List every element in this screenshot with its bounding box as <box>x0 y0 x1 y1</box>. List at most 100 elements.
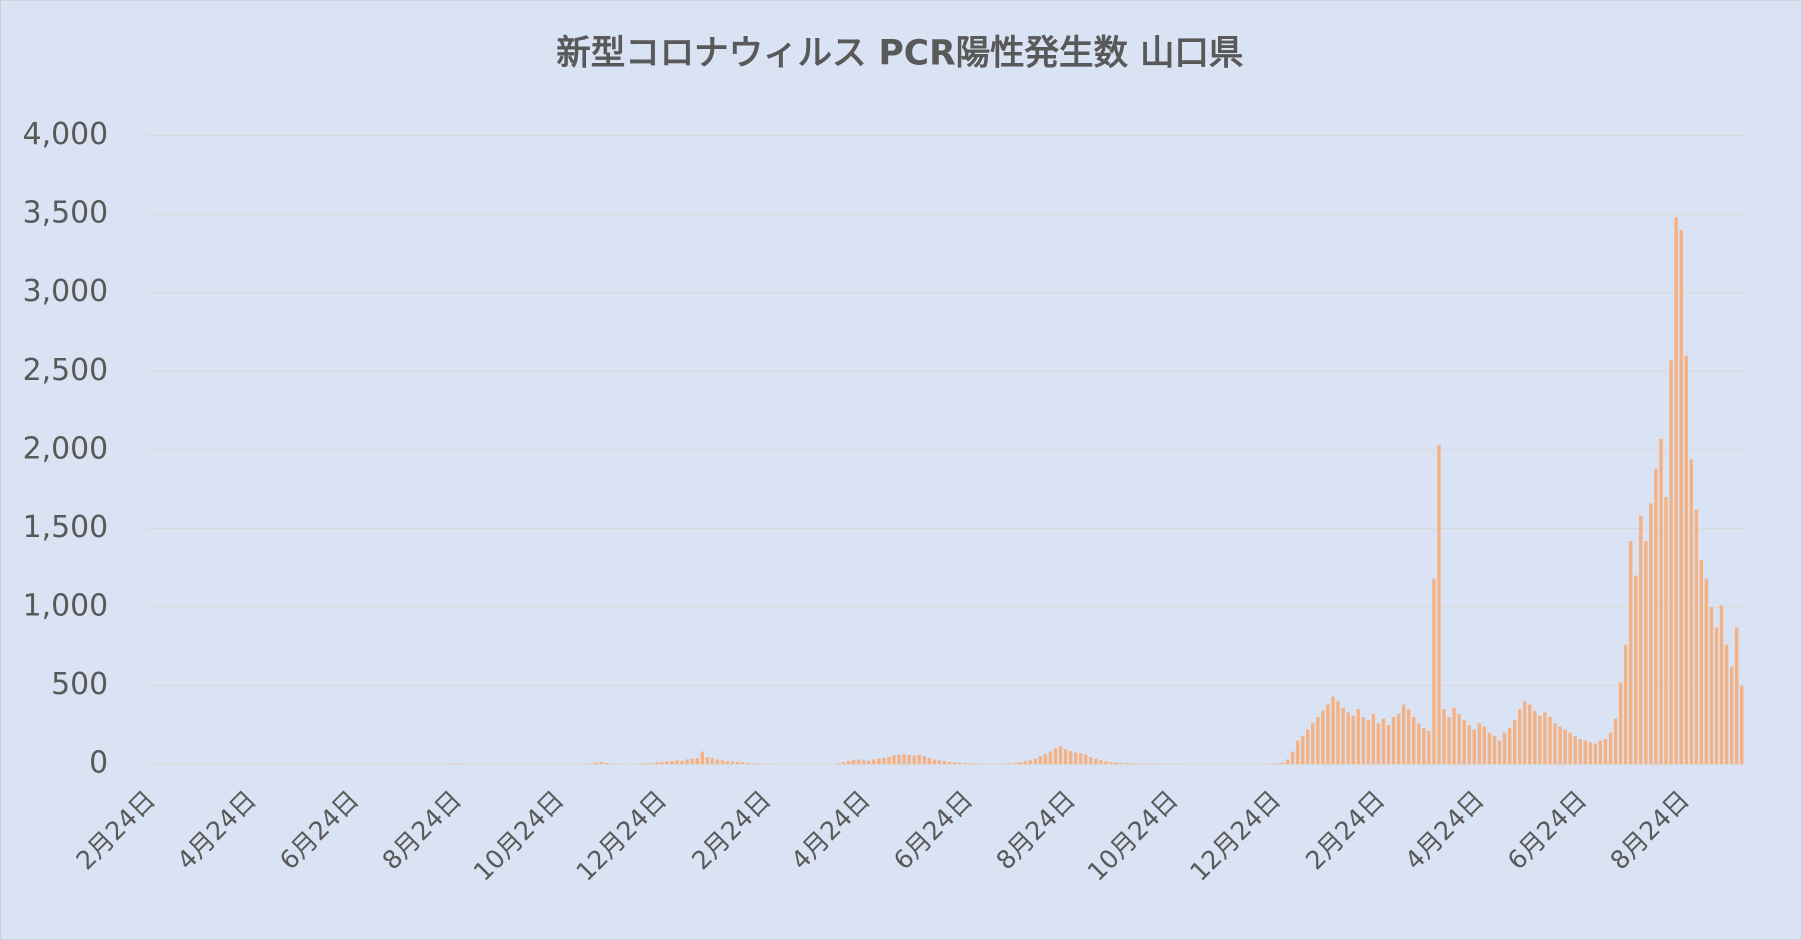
bar <box>851 759 856 765</box>
bar <box>836 763 841 765</box>
bar <box>1452 707 1456 765</box>
bar <box>947 761 952 765</box>
bar <box>1740 685 1744 765</box>
bar <box>1623 644 1628 765</box>
bar <box>1280 762 1285 765</box>
bar <box>1078 753 1083 765</box>
bar <box>1719 605 1724 765</box>
y-tick-label: 3,000 <box>23 274 108 309</box>
bar <box>1306 729 1310 765</box>
bar <box>922 756 926 765</box>
bar <box>655 762 659 765</box>
bar <box>1300 735 1305 765</box>
bar <box>710 758 715 765</box>
y-tick-label: 1,000 <box>23 589 108 624</box>
bar <box>861 760 866 765</box>
bar <box>1089 757 1093 765</box>
bar <box>1462 720 1466 765</box>
bar <box>1523 701 1527 765</box>
bar <box>907 755 911 765</box>
bar <box>1099 760 1103 765</box>
y-tick-label: 2,500 <box>23 353 108 388</box>
bar <box>1422 728 1426 765</box>
bar <box>1119 762 1123 765</box>
bar <box>1053 748 1058 765</box>
bar <box>1356 709 1360 765</box>
bar <box>1018 762 1022 765</box>
bar <box>1442 709 1446 765</box>
bar <box>1588 742 1593 765</box>
bar <box>1084 754 1088 765</box>
y-tick-label: 2,000 <box>23 431 108 466</box>
bar <box>645 763 649 765</box>
bar <box>1437 445 1441 765</box>
bar <box>700 751 704 765</box>
bar <box>665 761 669 765</box>
bar <box>1502 732 1507 765</box>
bar <box>1058 746 1063 765</box>
bar <box>1336 701 1340 765</box>
bar <box>952 762 957 765</box>
bar <box>690 758 694 765</box>
bar <box>1023 761 1027 765</box>
bar <box>1311 723 1315 765</box>
bar <box>1472 729 1477 765</box>
bar <box>705 757 710 765</box>
bar <box>1634 575 1638 765</box>
bar <box>594 762 598 765</box>
bar <box>1129 763 1133 765</box>
bar <box>972 763 977 765</box>
bar <box>1477 723 1482 765</box>
chart-title: 新型コロナウィルス PCR陽性発生数 山口県 <box>556 34 1243 74</box>
bar <box>715 759 720 765</box>
bar <box>1573 735 1577 765</box>
bar <box>887 757 891 765</box>
bar <box>1033 758 1037 765</box>
bar <box>1109 762 1113 765</box>
bar <box>750 763 755 765</box>
bar <box>1639 515 1643 765</box>
bar <box>1386 724 1391 765</box>
bar <box>740 762 745 765</box>
bar <box>1714 627 1719 765</box>
bar <box>1028 760 1032 765</box>
bar <box>1361 717 1365 765</box>
bar <box>1351 715 1355 765</box>
bar <box>1689 459 1693 765</box>
bar <box>867 760 871 765</box>
bar <box>685 759 689 765</box>
bar <box>1285 759 1290 765</box>
bar <box>1603 739 1608 765</box>
bar <box>957 762 962 765</box>
bar <box>1482 726 1487 765</box>
bar <box>1704 578 1709 765</box>
bar <box>1321 710 1325 765</box>
bar <box>730 761 735 765</box>
bar <box>1674 217 1678 765</box>
bar <box>882 757 886 765</box>
bar <box>604 762 609 765</box>
bar <box>927 757 932 765</box>
bar <box>1679 229 1683 765</box>
bar <box>1512 720 1517 765</box>
bar <box>1497 740 1502 765</box>
bar <box>1578 739 1582 765</box>
bar <box>1543 712 1547 765</box>
bar <box>1628 541 1633 765</box>
bar <box>1724 644 1729 765</box>
bar <box>1548 717 1552 765</box>
bar <box>967 763 972 765</box>
bar <box>1528 704 1532 765</box>
bar <box>1664 497 1668 765</box>
bar <box>609 763 614 765</box>
bar <box>1396 713 1401 765</box>
bar <box>720 760 725 765</box>
bar <box>1063 749 1068 765</box>
bar <box>1134 763 1138 765</box>
bar <box>1644 541 1648 765</box>
bar <box>1043 753 1048 765</box>
bar <box>1568 732 1572 765</box>
bar <box>1654 468 1658 765</box>
bar <box>1038 756 1043 765</box>
